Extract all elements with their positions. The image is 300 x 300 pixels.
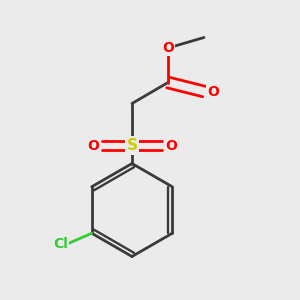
Text: O: O — [207, 85, 219, 98]
Text: O: O — [165, 139, 177, 152]
Text: O: O — [87, 139, 99, 152]
Text: O: O — [162, 41, 174, 55]
Text: Cl: Cl — [53, 237, 68, 251]
Text: S: S — [127, 138, 137, 153]
